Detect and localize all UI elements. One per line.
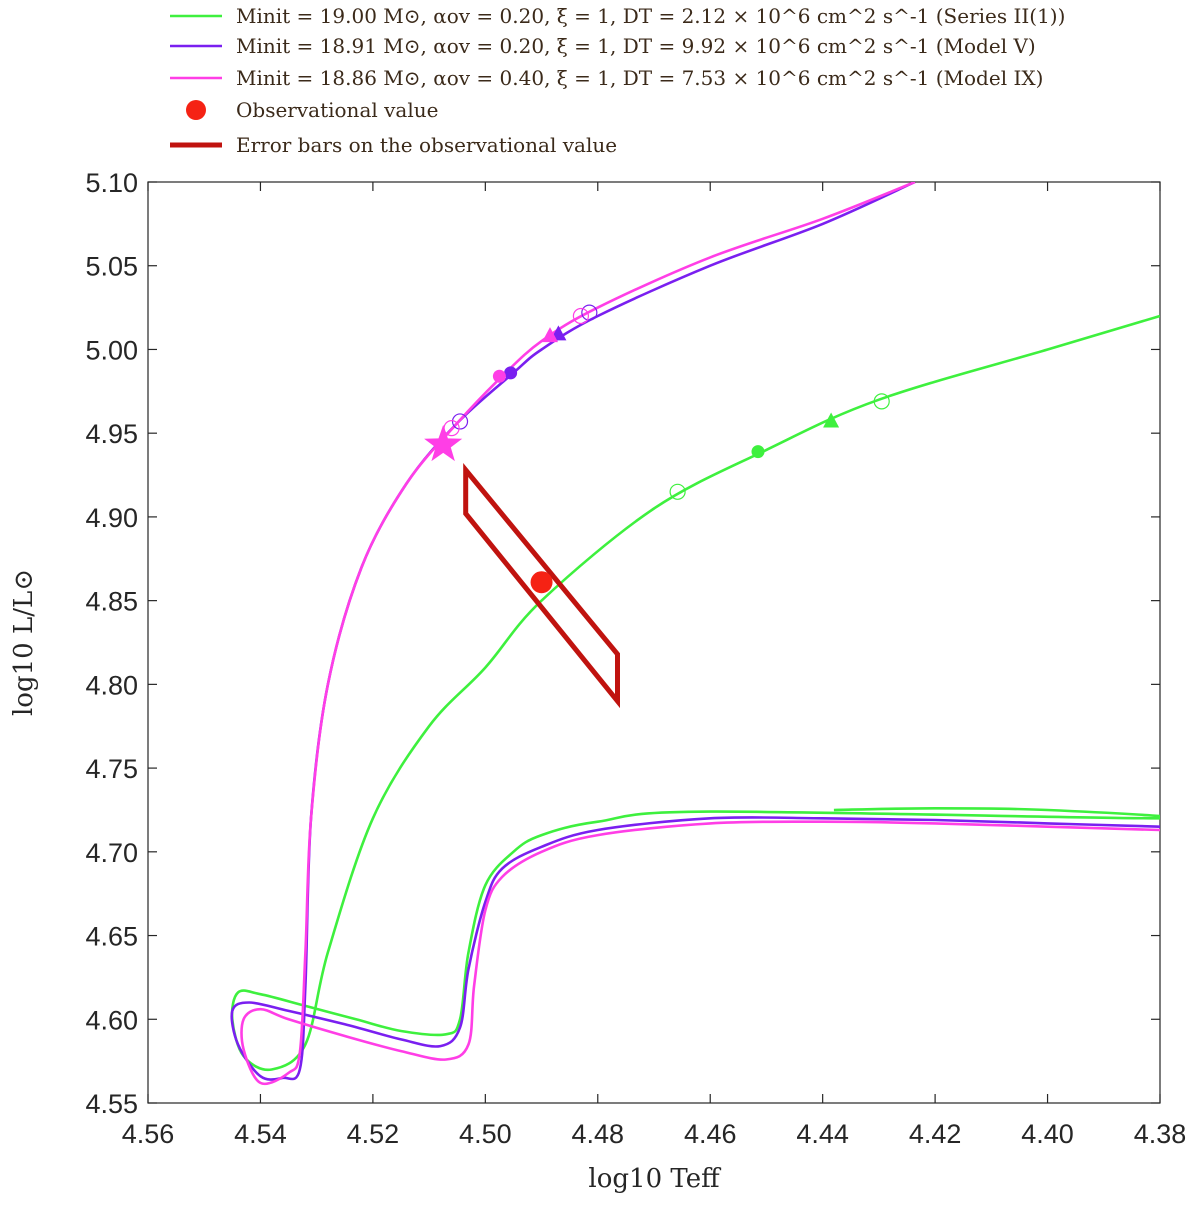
marker-filled-star-s2-0 — [424, 424, 463, 462]
marker-open-circle-s1-3 — [451, 413, 469, 430]
plot-border — [147, 181, 1161, 1104]
y-tick-label: 4.95 — [85, 419, 138, 449]
x-tick-label: 4.42 — [909, 1119, 962, 1149]
x-axis-label: log10 Teff — [588, 1164, 722, 1194]
x-tick-label: 4.52 — [347, 1119, 400, 1149]
y-tick-label: 4.65 — [85, 922, 138, 952]
marker-open-circle-s0-3 — [873, 393, 890, 410]
marker-filled-circle-s1-0 — [504, 366, 518, 380]
y-tick-label: 4.80 — [85, 670, 138, 700]
y-tick-label: 4.60 — [85, 1005, 138, 1035]
legend-label-series-ii: Minit = 19.00 M⊙, αov = 0.20, ξ = 1, DT … — [236, 4, 1065, 28]
marker-open-circle-s0-0 — [669, 483, 686, 500]
x-tick-label: 4.38 — [1134, 1119, 1187, 1149]
legend-label-obs: Observational value — [236, 98, 438, 122]
plot-area — [147, 181, 1161, 1104]
axis-ticks: 4.56 4.54 4.52 4.50 4.48 4.46 4.44 4.42 4.40 4.38… — [85, 168, 1186, 1149]
x-tick-label: 4.48 — [571, 1119, 624, 1149]
axis-labels: log10 Teff log10 L/L⊙ — [9, 569, 722, 1194]
legend-label-model-v: Minit = 18.91 M⊙, αov = 0.20, ξ = 1, DT … — [236, 34, 1036, 58]
x-tick-label: 4.46 — [684, 1119, 737, 1149]
y-tick-label: 4.55 — [85, 1089, 138, 1119]
observation-point — [530, 571, 553, 594]
y-axis-label: log10 L/L⊙ — [9, 569, 39, 716]
x-tick-label: 4.50 — [459, 1119, 512, 1149]
x-tick-label: 4.44 — [796, 1119, 849, 1149]
y-tick-label: 4.75 — [85, 754, 138, 784]
y-tick-label: 4.90 — [85, 503, 138, 533]
legend: Minit = 19.00 M⊙, αov = 0.20, ξ = 1, DT … — [170, 4, 1065, 157]
marker-open-circle-s2-3 — [572, 307, 590, 325]
error-box — [463, 463, 620, 709]
marker-layer — [424, 304, 890, 594]
marker-open-circle-s2-4 — [443, 420, 460, 437]
marker-filled-triangle-s2-2 — [542, 327, 558, 343]
y-tick-label: 4.85 — [85, 587, 138, 617]
legend-label-model-ix: Minit = 18.86 M⊙, αov = 0.40, ξ = 1, DT … — [236, 66, 1043, 90]
marker-filled-circle-s2-1 — [492, 369, 506, 383]
legend-label-err: Error bars on the observational value — [236, 133, 617, 157]
marker-filled-circle-s0-1 — [751, 445, 765, 459]
x-tick-label: 4.54 — [234, 1119, 287, 1149]
y-tick-label: 4.70 — [85, 838, 138, 868]
y-tick-label: 5.05 — [85, 252, 138, 282]
x-tick-label: 4.40 — [1021, 1119, 1074, 1149]
y-tick-label: 5.00 — [85, 335, 138, 365]
marker-open-circle-s1-2 — [581, 304, 598, 321]
y-tick-label: 5.10 — [85, 168, 138, 198]
series-line-0 — [230, 314, 1160, 1072]
marker-filled-triangle-s0-2 — [823, 412, 840, 428]
legend-marker-obs — [186, 100, 206, 120]
x-tick-label: 4.56 — [122, 1119, 175, 1149]
